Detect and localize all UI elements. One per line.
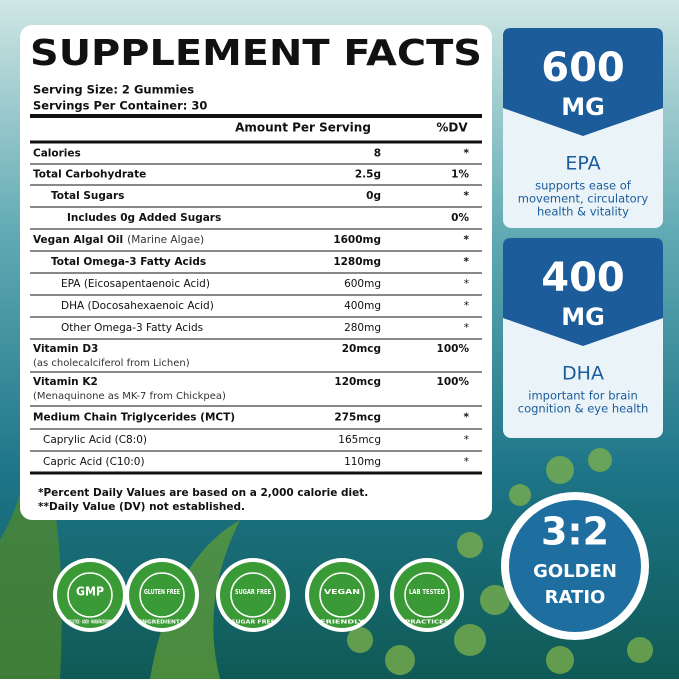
row-amount: 400mg (344, 300, 381, 312)
badge-ring-text: SUGAR FREE (231, 620, 275, 626)
row-dv: * (464, 300, 469, 312)
row-name: Vegan Algal Oil (Marine Algae) (33, 234, 204, 246)
row-name: Vitamin D3 (33, 343, 98, 355)
row-dv: 100% (437, 343, 470, 355)
row-dv: * (464, 190, 470, 202)
footnote: **Daily Value (DV) not established. (38, 501, 245, 513)
row-amount: 2.5g (355, 169, 381, 181)
row-name: Total Omega-3 Fatty Acids (51, 256, 206, 268)
badge-center: GMP (76, 585, 104, 599)
badge (129, 562, 195, 628)
row-dv: * (464, 278, 469, 290)
row-name: Calories (33, 148, 81, 160)
row-dv: 100% (437, 376, 470, 388)
row-dv: * (464, 456, 469, 468)
badge-ring-text: INGREDIENTS (140, 620, 184, 626)
row-amount: 165mcg (338, 434, 381, 446)
row-amount: 20mcg (342, 343, 381, 355)
row-amount: 0g (366, 190, 381, 202)
badge-center: VEGAN (324, 588, 360, 596)
ratio-badge-inner (509, 500, 641, 632)
card-name: EPA (565, 153, 600, 175)
badge-center: LAB TESTED (409, 588, 445, 596)
row-amount: 280mg (344, 322, 381, 334)
row-dv: 1% (451, 169, 469, 181)
ratio-value: 3:2 (541, 510, 609, 554)
row-name: Includes 0g Added Sugars (67, 212, 221, 224)
row-dv: * (464, 148, 470, 160)
card-description: important for brain (528, 389, 638, 403)
badge-center: SUGAR FREE (235, 588, 271, 596)
badge-inner (230, 572, 276, 618)
ratio-label: RATIO (545, 587, 606, 608)
row-name: Medium Chain Triglycerides (MCT) (33, 412, 235, 424)
badge (309, 562, 375, 628)
row-name: DHA (Docosahexaenoic Acid) (61, 300, 214, 312)
row-name: Other Omega-3 Fatty Acids (61, 322, 203, 334)
facts-title: SUPPLEMENT FACTS (30, 33, 482, 74)
row-name: EPA (Eicosapentaenoic Acid) (61, 278, 210, 290)
ratio-label: GOLDEN (533, 561, 617, 582)
row-amount: 275mcg (334, 412, 381, 424)
header-dv: %DV (436, 121, 468, 135)
card-name: DHA (562, 363, 604, 385)
row-amount: 110mg (344, 456, 381, 468)
row-name: Caprylic Acid (C8:0) (43, 434, 147, 446)
badge-inner (319, 572, 365, 618)
card-amount: 400 (541, 255, 625, 301)
card-description: cognition & eye health (518, 402, 648, 416)
badge-inner (139, 572, 185, 618)
row-dv: * (464, 256, 470, 268)
badge (57, 562, 123, 628)
row-name: Vitamin K2 (33, 376, 98, 388)
row-dv: * (464, 234, 470, 246)
card-description: supports ease of (535, 179, 632, 193)
card-unit: MG (561, 93, 605, 121)
card-banner (503, 28, 663, 136)
serving-size: Serving Size: 2 Gummies (33, 83, 194, 97)
badge-inner (404, 572, 450, 618)
card-amount: 600 (541, 45, 625, 91)
badge (220, 562, 286, 628)
row-amount: 120mcg (334, 376, 381, 388)
row-dv: * (464, 434, 469, 446)
card-description: health & vitality (537, 205, 629, 219)
badge (394, 562, 460, 628)
row-name: Capric Acid (C10:0) (43, 456, 145, 468)
row-dv: * (464, 322, 469, 334)
row-dv: * (464, 412, 470, 424)
row-amount: 8 (374, 148, 381, 160)
row-amount: 600mg (344, 278, 381, 290)
row-amount: 1600mg (333, 234, 381, 246)
row-note: (Menaquinone as MK-7 from Chickpea) (33, 391, 226, 402)
badge-ring-text: PRACTICE · GOOD · MANUFACTURING (68, 620, 112, 626)
servings-per-container: Servings Per Container: 30 (33, 99, 207, 113)
badge-center: GLUTEN FREE (144, 588, 180, 596)
row-amount: 1280mg (333, 256, 381, 268)
row-name: Total Sugars (51, 190, 124, 202)
card-unit: MG (561, 303, 605, 331)
row-name: Total Carbohydrate (33, 169, 146, 181)
badge-inner (67, 572, 113, 618)
badge-ring-text: FRIENDLY (320, 620, 365, 626)
row-note: (as cholecalciferol from Lichen) (33, 358, 190, 369)
card-banner (503, 238, 663, 346)
header-amount: Amount Per Serving (235, 121, 371, 135)
footnote: *Percent Daily Values are based on a 2,0… (38, 487, 368, 499)
row-dv: 0% (451, 212, 469, 224)
badge-ring-text: PRACTICES (405, 620, 449, 626)
card-description: movement, circulatory (518, 192, 649, 206)
row-note: (Marine Algae) (127, 234, 204, 246)
